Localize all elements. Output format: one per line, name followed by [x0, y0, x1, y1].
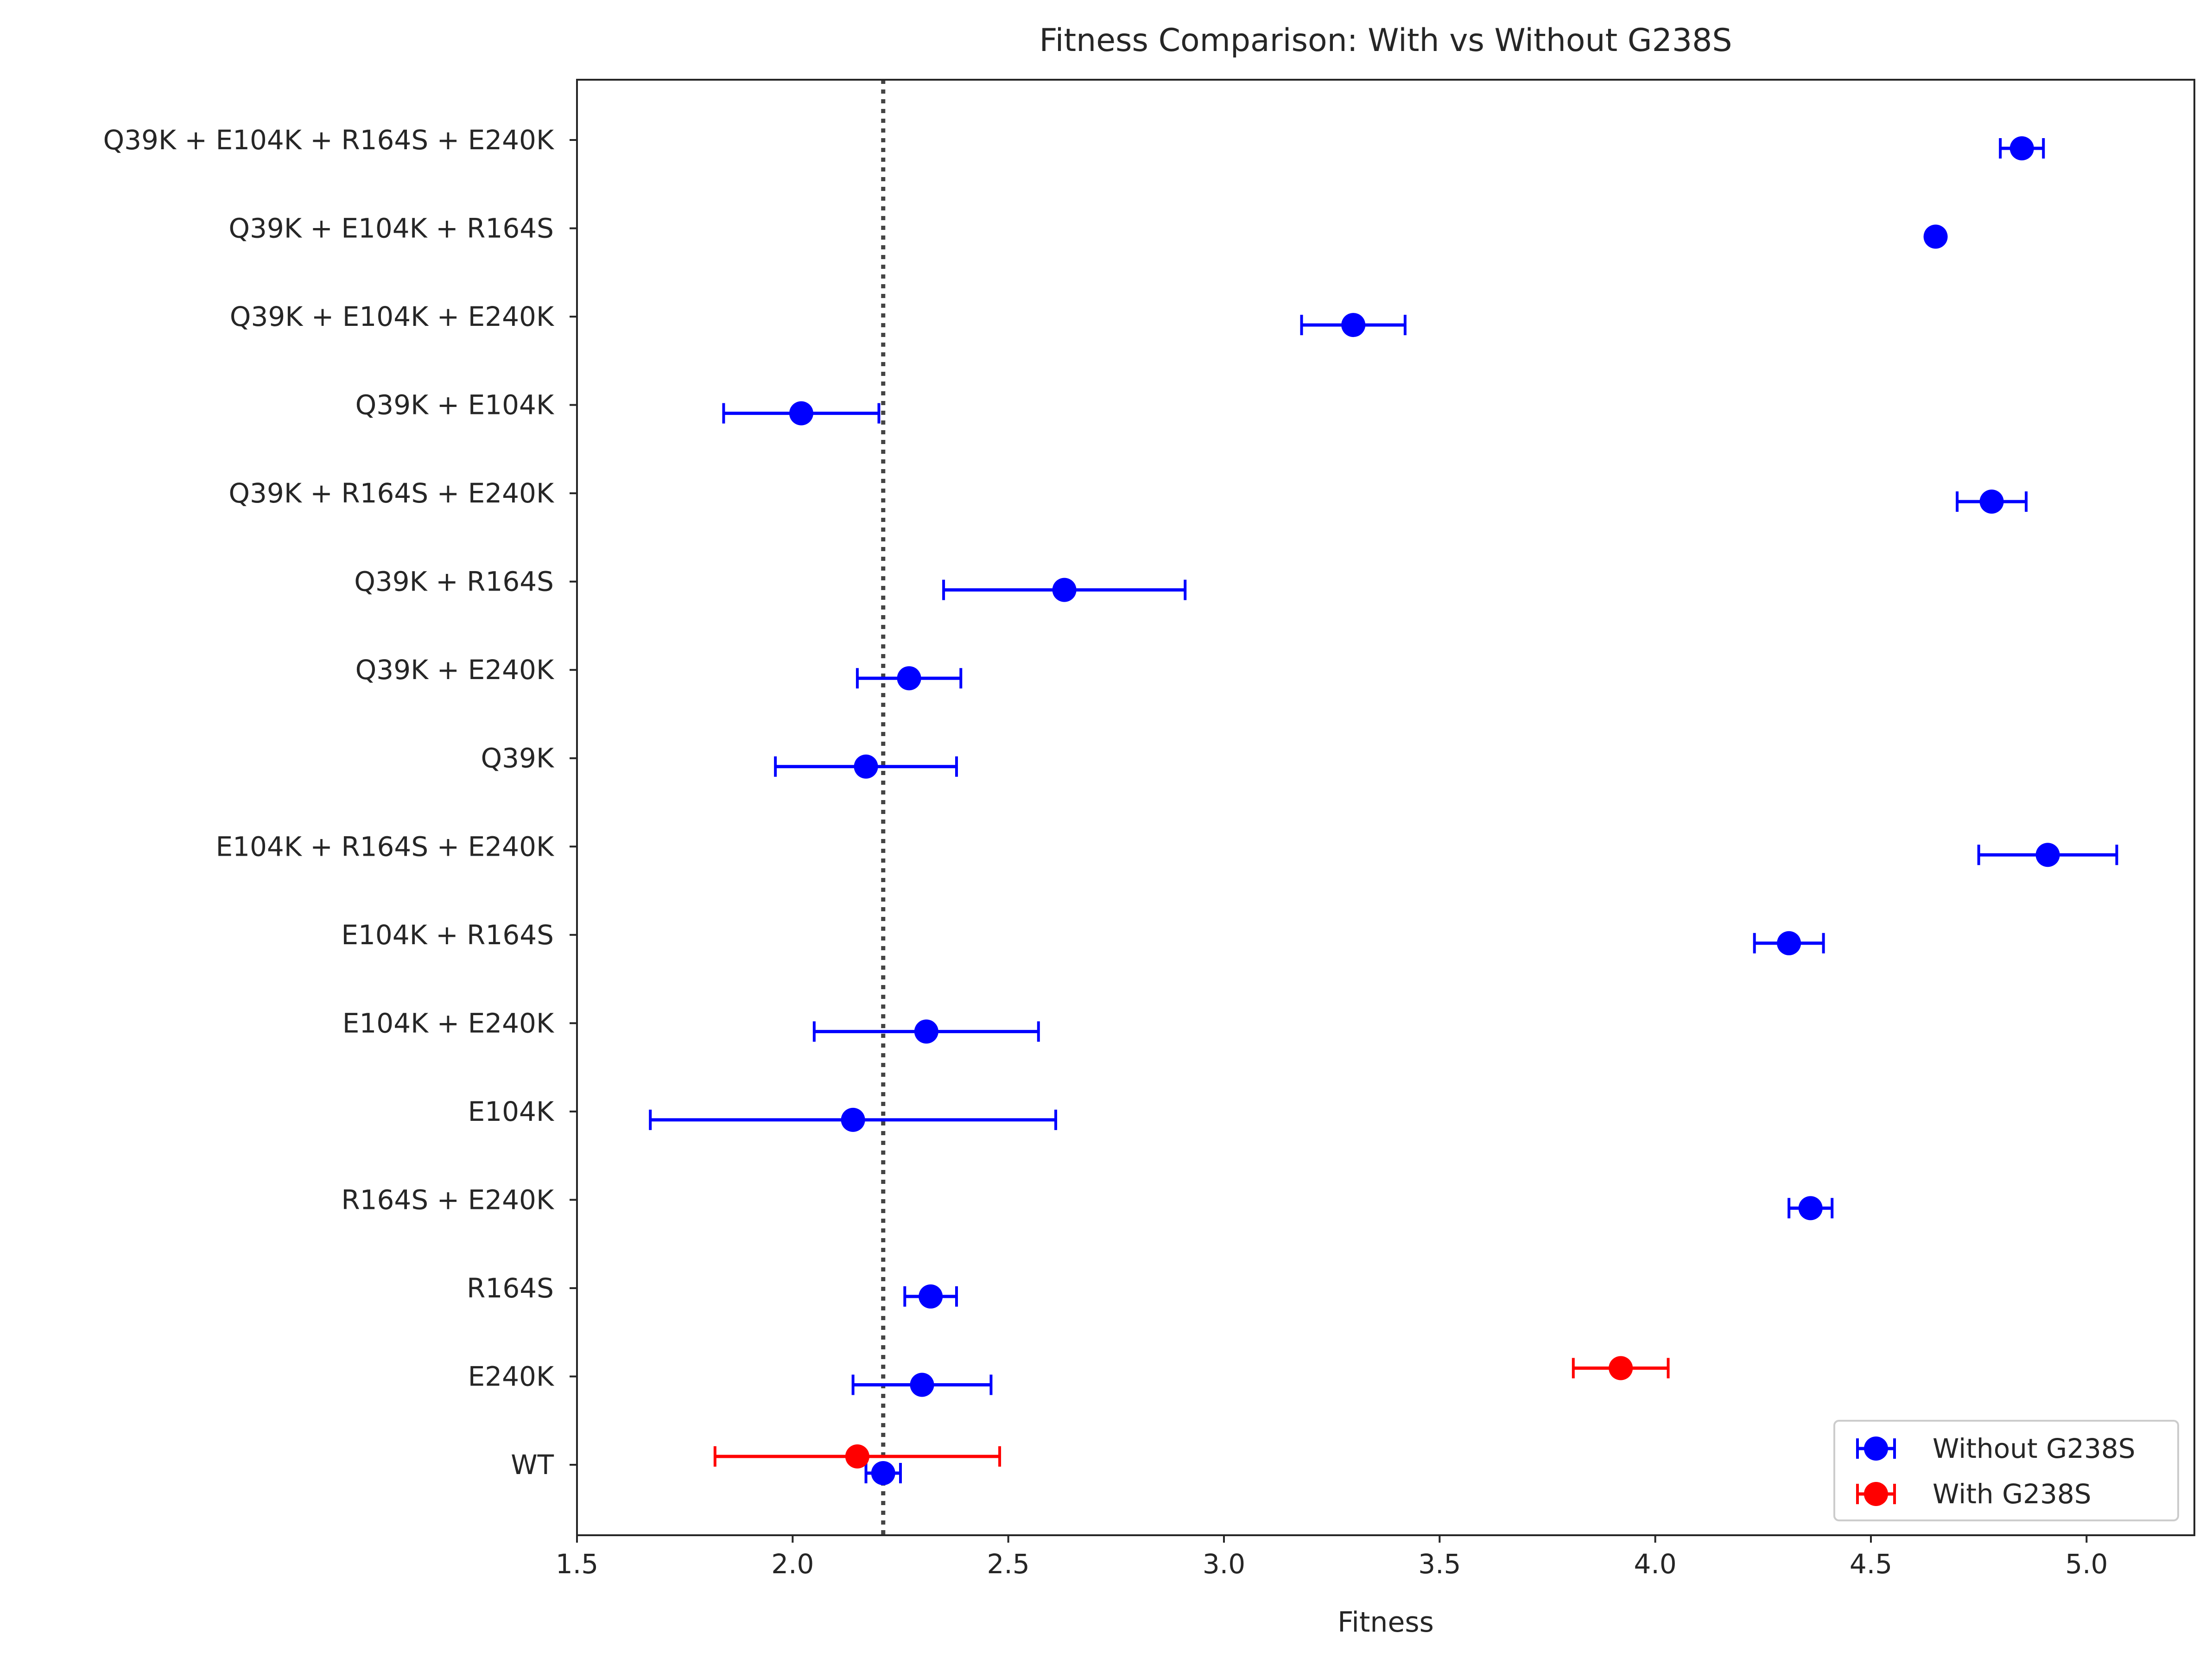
x-axis-label: Fitness	[1337, 1606, 1434, 1639]
point-without-g238s-e104k-e240k	[914, 1019, 938, 1044]
y-tick-label-r164s: R164S	[467, 1272, 554, 1304]
legend-label-with-g238s: With G238S	[1933, 1478, 2092, 1510]
y-tick-label-q39k-e104k-r164s: Q39K + E104K + R164S	[228, 213, 554, 244]
point-without-g238s-e104k-r164s	[1777, 931, 1801, 955]
point-without-g238s-q39k-e104k	[789, 401, 813, 426]
y-tick-label-q39k-e240k: Q39K + E240K	[355, 654, 555, 686]
data-marks	[649, 136, 2118, 1485]
y-axis-ticks: Q39K + E104K + R164S + E240K Q39K + E104K…	[103, 124, 577, 1481]
point-without-g238s-q39k-r164s-e240k	[1979, 489, 2004, 514]
legend-marker-without-g238s	[1864, 1437, 1888, 1461]
point-without-g238s-e240k	[910, 1373, 934, 1397]
y-tick-label-e240k: E240K	[468, 1360, 555, 1392]
y-tick-label-q39k-r164s-e240k: Q39K + R164S + E240K	[228, 477, 555, 509]
y-tick-label-e104k: E104K	[468, 1096, 555, 1127]
point-without-g238s-r164s-e240k	[1798, 1196, 1823, 1220]
legend-label-without-g238s: Without G238S	[1933, 1433, 2136, 1464]
point-without-g238s-q39k-r164s	[1052, 578, 1077, 602]
y-tick-label-wt: WT	[511, 1449, 554, 1481]
legend-box	[1833, 1420, 2179, 1521]
x-tick-label-4-5: 4.5	[1850, 1548, 1892, 1580]
legend-marker-with-g238s	[1864, 1482, 1888, 1506]
y-tick-label-e104k-e240k: E104K + E240K	[342, 1007, 555, 1039]
y-tick-label-q39k-e104k-e240k: Q39K + E104K + E240K	[230, 301, 555, 332]
point-without-g238s-q39k-e104k-e240k	[1341, 313, 1366, 337]
chart-title: Fitness Comparison: With vs Without G238…	[1039, 22, 1732, 59]
y-tick-label-q39k-r164s: Q39K + R164S	[354, 566, 554, 597]
x-tick-label-2-0: 2.0	[771, 1548, 814, 1580]
y-tick-label-q39k-e104k: Q39K + E104K	[355, 389, 555, 421]
y-tick-label-q39k: Q39K	[481, 743, 555, 774]
x-tick-label-3-5: 3.5	[1418, 1548, 1461, 1580]
series-without-g238s	[649, 136, 2118, 1485]
plot-area-frame	[576, 79, 2195, 1536]
y-tick-label-r164s-e240k: R164S + E240K	[341, 1184, 555, 1215]
point-without-g238s-e104k	[841, 1107, 865, 1132]
point-with-g238s-wt	[845, 1444, 869, 1468]
point-without-g238s-e104k-r164s-e240k	[2035, 843, 2060, 867]
point-without-g238s-q39k	[854, 754, 878, 779]
x-tick-label-3-0: 3.0	[1203, 1548, 1245, 1580]
x-axis-ticks: 1.5 2.0 2.5 3.0 3.5 4.0 4.5 5.0	[556, 1535, 2108, 1580]
y-tick-label-e104k-r164s: E104K + R164S	[341, 919, 554, 951]
x-tick-label-2-5: 2.5	[987, 1548, 1030, 1580]
point-without-g238s-q39k-e240k	[897, 666, 921, 691]
point-without-g238s-r164s	[919, 1284, 943, 1309]
x-tick-label-1-5: 1.5	[556, 1548, 598, 1580]
point-without-g238s-q39k-e104k-r164s	[1923, 224, 1948, 249]
y-tick-label-q39k-e104k-r164s-e240k: Q39K + E104K + R164S + E240K	[103, 124, 555, 156]
point-with-g238s-e240k	[1609, 1356, 1633, 1380]
point-without-g238s-wt	[871, 1461, 895, 1485]
x-tick-label-5-0: 5.0	[2065, 1548, 2108, 1580]
point-without-g238s-q39k-e104k-r164s-e240k	[2009, 136, 2034, 160]
series-with-g238s	[713, 1356, 1670, 1468]
y-tick-label-e104k-r164s-e240k: E104K + R164S + E240K	[215, 831, 554, 862]
legend: Without G238S With G238S	[1833, 1420, 2179, 1521]
x-tick-label-4-0: 4.0	[1634, 1548, 1677, 1580]
